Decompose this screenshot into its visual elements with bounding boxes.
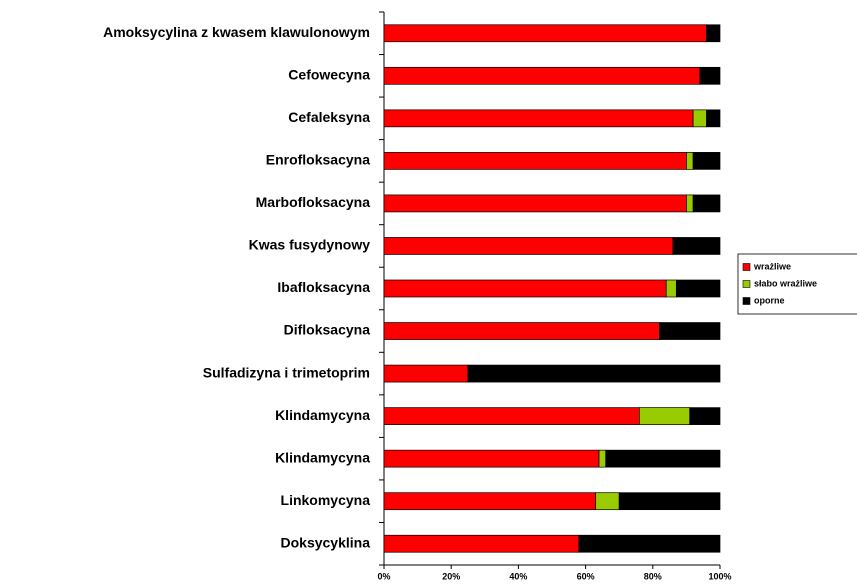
bar-segment: [692, 152, 721, 170]
category-label: Klindamycyna: [275, 449, 370, 465]
x-tick-label: 20%: [442, 571, 460, 581]
bar-segment: [595, 492, 620, 511]
bar-segment: [383, 449, 600, 468]
category-label: Cefaleksyna: [288, 109, 370, 125]
bar-segment: [692, 109, 707, 128]
legend-label: wrażliwe: [753, 261, 791, 271]
bar-segment: [383, 237, 674, 255]
category-label: Amoksycylina z kwasem klawulonowym: [103, 24, 370, 40]
bar-segment: [665, 279, 677, 298]
bar-segment: [383, 364, 469, 383]
bar-segment: [383, 534, 580, 553]
bar-segment: [598, 449, 607, 468]
bar-segment: [578, 534, 721, 553]
bar-segment: [383, 109, 694, 128]
x-tick-label: 40%: [509, 571, 527, 581]
legend-label: słabo wrażliwe: [754, 278, 817, 288]
category-label: Klindamycyna: [275, 407, 370, 423]
bar-segment: [383, 66, 701, 85]
bar-segment: [672, 237, 721, 255]
legend-swatch: [742, 297, 751, 305]
category-label: Marbofloksacyna: [256, 194, 371, 210]
category-label: Cefowecyna: [288, 67, 370, 83]
bar-segment: [686, 152, 694, 170]
legend-label: oporne: [754, 295, 785, 305]
category-label: Doksycyklina: [281, 534, 371, 550]
bar-segment: [383, 152, 687, 170]
bar-segment: [383, 24, 707, 43]
bar-segment: [692, 194, 721, 213]
category-label: Difloksacyna: [284, 322, 371, 338]
x-tick-label: 100%: [708, 571, 731, 581]
bar-segment: [706, 109, 721, 128]
x-tick-label: 0%: [377, 571, 390, 581]
category-label: Linkomycyna: [281, 492, 371, 508]
category-label: Sulfadizyna i trimetoprim: [203, 364, 370, 380]
x-tick-label: 80%: [644, 571, 662, 581]
category-label: Enrofloksacyna: [266, 152, 370, 168]
bar-segment: [467, 364, 721, 383]
bar-segment: [383, 407, 640, 425]
bar-segment: [659, 322, 721, 340]
legend-swatch: [742, 263, 751, 271]
bar-segment: [383, 322, 660, 340]
legend-box: [737, 253, 857, 315]
bar-segment: [686, 194, 694, 213]
bar-segment: [383, 194, 687, 213]
bar-segment: [706, 24, 721, 43]
category-label: Ibafloksacyna: [277, 279, 370, 295]
bar-segment: [383, 492, 597, 511]
category-label: Kwas fusydynowy: [249, 237, 371, 253]
bar-segment: [699, 66, 721, 85]
bar-segment: [605, 449, 721, 468]
bar-segment: [689, 407, 721, 425]
bar-segment: [618, 492, 721, 511]
bar-segment: [675, 279, 721, 298]
legend-swatch: [742, 280, 751, 288]
bar-segment: [383, 279, 667, 298]
bar-segment: [639, 407, 691, 425]
x-tick-label: 60%: [577, 571, 595, 581]
